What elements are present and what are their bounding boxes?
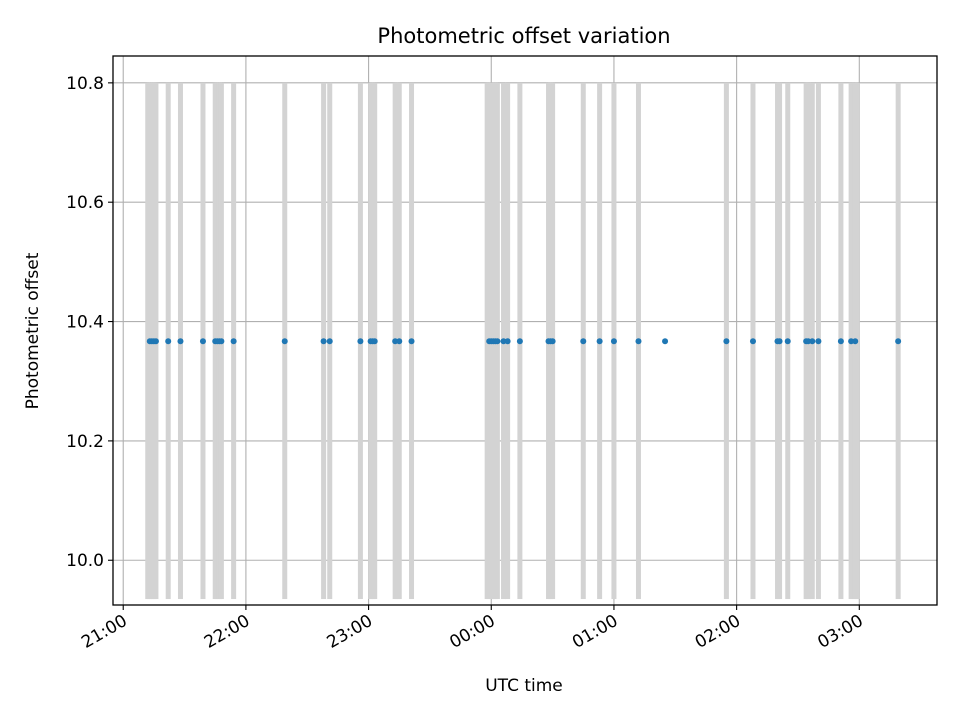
x-tick-label: 01:00 xyxy=(569,611,621,653)
data-point xyxy=(326,338,333,345)
x-axis-label: UTC time xyxy=(485,676,563,696)
data-point xyxy=(177,338,184,345)
data-point xyxy=(281,338,288,345)
data-point xyxy=(408,338,415,345)
x-tick-label: 02:00 xyxy=(692,611,744,653)
data-point xyxy=(516,338,523,345)
data-point xyxy=(895,338,902,345)
data-point xyxy=(723,338,730,345)
data-point xyxy=(199,338,206,345)
data-point xyxy=(320,338,327,345)
data-point xyxy=(635,338,642,345)
y-tick-label: 10.6 xyxy=(66,193,104,213)
y-axis-label: Photometric offset xyxy=(23,252,43,409)
x-tick-label: 21:00 xyxy=(78,611,130,653)
y-tick-label: 10.8 xyxy=(66,74,104,94)
data-point xyxy=(218,338,225,345)
data-point xyxy=(815,338,822,345)
data-point xyxy=(610,338,617,345)
data-point xyxy=(809,338,816,345)
data-point xyxy=(837,338,844,345)
y-tick-label: 10.0 xyxy=(66,551,104,571)
data-point xyxy=(152,338,159,345)
x-tick-label: 23:00 xyxy=(324,611,376,653)
x-tick-label: 22:00 xyxy=(201,611,253,653)
data-point xyxy=(596,338,603,345)
data-point xyxy=(396,338,403,345)
data-point xyxy=(230,338,237,345)
data-point xyxy=(776,338,783,345)
data-point xyxy=(504,338,511,345)
plot-frame xyxy=(112,55,938,606)
x-tick-label: 03:00 xyxy=(814,611,866,653)
y-tick-label: 10.4 xyxy=(66,313,104,333)
data-point xyxy=(357,338,364,345)
data-point xyxy=(852,338,859,345)
data-point xyxy=(580,338,587,345)
data-point xyxy=(549,338,556,345)
data-point xyxy=(784,338,791,345)
data-point xyxy=(662,338,669,345)
chart-title: Photometric offset variation xyxy=(377,24,670,48)
x-axis: 21:00 22:00 23:00 00:00 01:00 02:00 03:00 xyxy=(78,605,867,653)
y-axis: 10.0 10.2 10.4 10.6 10.8 xyxy=(66,74,113,571)
data-point xyxy=(494,338,501,345)
y-tick-label: 10.2 xyxy=(66,432,104,452)
point-series xyxy=(146,338,902,345)
data-point xyxy=(749,338,756,345)
data-point xyxy=(371,338,378,345)
x-tick-label: 00:00 xyxy=(446,611,498,653)
data-point xyxy=(165,338,172,345)
